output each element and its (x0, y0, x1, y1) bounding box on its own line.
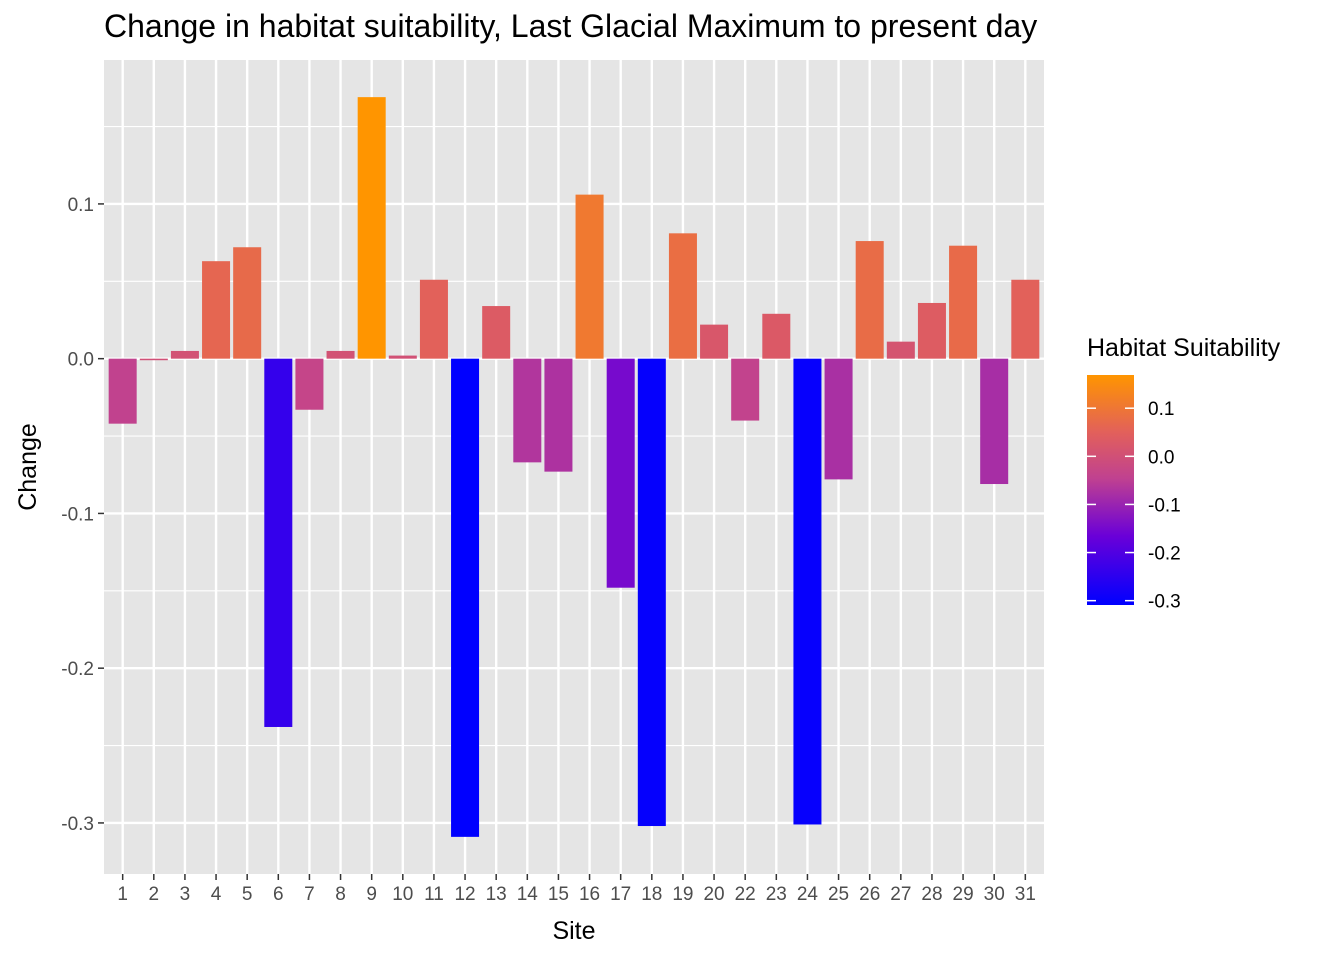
bar-site-17 (606, 358, 635, 588)
bar-site-2 (139, 358, 168, 361)
y-axis-title: Change (14, 423, 42, 511)
x-tick-label: 22 (735, 884, 756, 905)
bar-site-3 (170, 350, 199, 359)
bar-site-25 (824, 358, 853, 480)
x-tick-label: 11 (424, 884, 444, 905)
x-tick-label: 6 (273, 884, 284, 905)
bar-site-28 (917, 302, 946, 359)
y-tick-label: -0.2 (61, 659, 94, 680)
legend-tick-label: -0.1 (1148, 495, 1181, 516)
x-tick-label: 10 (392, 884, 413, 905)
bar-site-24 (793, 358, 822, 825)
bar-site-30 (980, 358, 1009, 485)
x-tick-label: 23 (766, 884, 787, 905)
bar-site-7 (295, 358, 324, 410)
x-axis-title: Site (552, 917, 595, 945)
x-tick-label: 20 (703, 884, 724, 905)
x-tick-label: 2 (149, 884, 160, 905)
y-tick-label: -0.1 (61, 504, 94, 525)
bar-site-11 (419, 279, 448, 359)
y-tick-label: -0.3 (61, 814, 94, 835)
x-tick-label: 29 (953, 884, 974, 905)
x-tick-label: 19 (672, 884, 693, 905)
y-tick-label: 0.0 (68, 350, 94, 371)
bar-site-26 (855, 241, 884, 359)
bar-site-9 (357, 97, 386, 359)
x-tick-label: 9 (366, 884, 377, 905)
bar-site-19 (668, 233, 697, 359)
x-tick-label: 3 (180, 884, 191, 905)
bar-site-27 (886, 341, 915, 359)
x-tick-label: 24 (797, 884, 819, 905)
x-tick-label: 14 (517, 884, 539, 905)
bar-site-1 (108, 358, 137, 424)
legend-colorbar (1087, 375, 1134, 605)
bar-site-5 (233, 247, 262, 359)
legend-tick-label: -0.2 (1148, 544, 1181, 565)
bar-site-15 (544, 358, 573, 472)
x-tick-label: 1 (117, 884, 128, 905)
bar-site-18 (637, 358, 666, 827)
x-tick-label: 28 (921, 884, 942, 905)
chart-title: Change in habitat suitability, Last Glac… (104, 8, 1038, 44)
bar-site-23 (762, 313, 791, 359)
x-tick-label: 4 (211, 884, 222, 905)
x-tick-label: 18 (641, 884, 662, 905)
bar-site-31 (1011, 279, 1040, 359)
legend-tick-label: -0.3 (1148, 592, 1181, 613)
bar-site-22 (731, 358, 760, 421)
y-tick-label: 0.1 (68, 195, 94, 216)
legend-tick-label: 0.1 (1148, 399, 1174, 420)
bar-site-29 (949, 245, 978, 359)
legend-ticks: 0.1 0.0 -0.1 -0.2 -0.3 (1087, 399, 1181, 613)
x-tick-label: 31 (1015, 884, 1036, 905)
plot-panel (104, 60, 1044, 874)
x-tick-label: 8 (335, 884, 346, 905)
bar-site-12 (451, 358, 480, 837)
bars (108, 97, 1040, 837)
x-tick-label: 25 (828, 884, 849, 905)
x-axis: 1 2 3 4 5 6 7 8 9 10 11 12 13 14 15 16 17 18 19 20 22 23 24 25 2… (117, 874, 1036, 905)
x-tick-label: 27 (890, 884, 911, 905)
bar-site-13 (482, 306, 511, 359)
x-tick-label: 30 (984, 884, 1005, 905)
x-tick-label: 16 (579, 884, 600, 905)
x-tick-label: 15 (548, 884, 569, 905)
x-tick-label: 26 (859, 884, 880, 905)
bar-site-8 (326, 350, 355, 359)
bar-site-16 (575, 194, 604, 359)
x-tick-label: 5 (242, 884, 253, 905)
legend: Habitat Suitability 0.1 0.0 -0.1 -0.2 -0.3 (1087, 334, 1281, 613)
bar-site-20 (700, 324, 729, 359)
x-tick-label: 13 (486, 884, 507, 905)
bar-site-4 (202, 261, 231, 359)
x-tick-label: 17 (610, 884, 631, 905)
bar-site-6 (264, 358, 293, 727)
y-axis: -0.3 -0.2 -0.1 0.0 0.1 (61, 195, 104, 835)
x-tick-label: 12 (454, 884, 475, 905)
x-tick-label: 7 (304, 884, 315, 905)
bar-site-10 (388, 355, 417, 359)
legend-tick-label: 0.0 (1148, 447, 1174, 468)
legend-title: Habitat Suitability (1087, 334, 1281, 362)
bar-site-14 (513, 358, 542, 463)
